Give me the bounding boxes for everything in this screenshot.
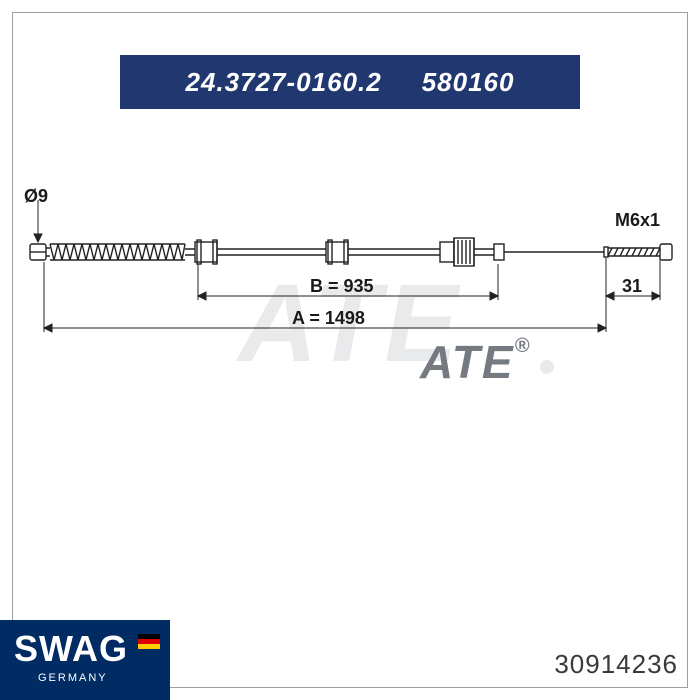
ann-thread: M6x1 [615,210,660,231]
ann-dim-b: B = 935 [310,276,374,297]
dim-b-label: B [310,276,323,296]
dim-a-value: 1498 [325,308,365,328]
ann-dim-a: A = 1498 [292,308,365,329]
flag-icon [138,634,160,656]
dim-b-value: 935 [344,276,374,296]
ate-logo: ATE® [420,335,531,389]
brand-country: GERMANY [38,672,108,684]
cable-diagram [0,0,700,700]
part-number: 30914236 [554,649,678,680]
brand-name: SWAG [14,628,128,670]
ann-diameter: Ø9 [24,186,48,207]
dim-a-label: A [292,308,304,328]
ann-endcap: 31 [622,276,642,297]
brand-badge: SWAG GERMANY [0,620,170,700]
